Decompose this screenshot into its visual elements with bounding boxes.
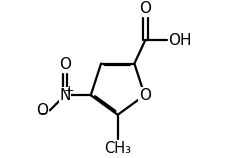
Text: OH: OH: [167, 33, 191, 48]
Text: N: N: [59, 88, 70, 103]
Text: −: −: [38, 108, 48, 121]
Text: O: O: [138, 88, 150, 103]
Text: +: +: [63, 84, 74, 97]
Text: O: O: [59, 57, 71, 72]
Text: O: O: [36, 103, 48, 118]
Text: O: O: [139, 1, 151, 16]
Text: CH₃: CH₃: [104, 141, 131, 156]
